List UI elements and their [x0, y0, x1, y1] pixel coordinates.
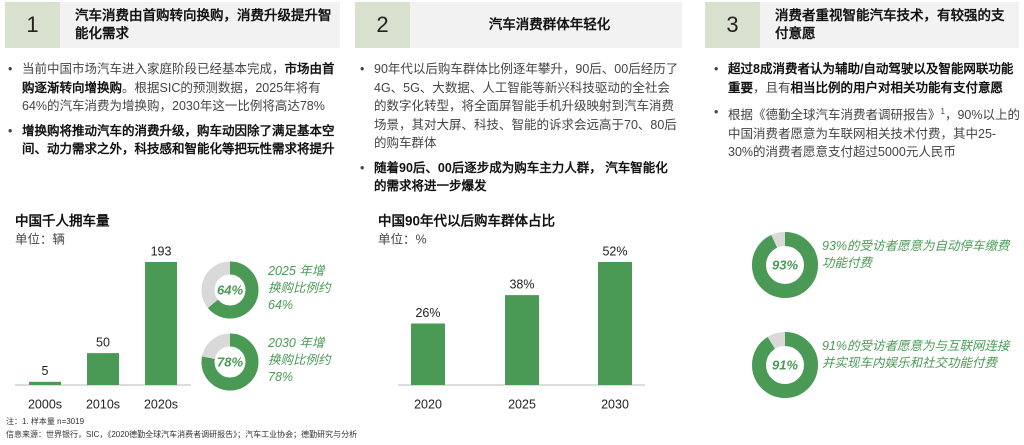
bar: [411, 323, 445, 385]
value-label: 38%: [509, 277, 534, 291]
column-number: 2: [355, 2, 410, 48]
bullet-text: ，90%以上的中国消费者愿意为车联网相关技术付费，其中25-30%的消费者愿意支…: [728, 108, 1020, 160]
bullet-text: 超过8成消费者认为辅助/自动驾驶以及智能网联功能重要: [728, 62, 1014, 95]
bullet-text: ，且有: [753, 80, 791, 95]
bullet-text: 。根据SIC的预测数据，2025年将有 64%的汽车消费为增换购，2030年这一…: [22, 80, 325, 114]
bar: [145, 262, 177, 385]
bullet-item: 当前中国市场汽车进入家庭阶段已经基本完成，市场由首购逐渐转向增换购。根据SIC的…: [6, 60, 336, 116]
bullet-list: 90年代以后购车群体比例逐年攀升，90后、00后经历了4G、5G、大数据、人工智…: [358, 60, 680, 202]
bullet-text: 1: [940, 107, 945, 116]
footnote: 注：1. 样本量 n=3019: [6, 417, 85, 426]
donut-caption: 91%的受访者愿意为与互联网连接并实现车内娱乐和社交功能付费: [822, 339, 1010, 370]
bullet-list: 当前中国市场汽车进入家庭阶段已经基本完成，市场由首购逐渐转向增换购。根据SIC的…: [6, 60, 336, 165]
x-tick-label: 2020: [414, 397, 442, 411]
bullet-item: 根据《德勤全球汽车消费者调研报告》1，90%以上的中国消费者愿意为车联网相关技术…: [712, 103, 1020, 162]
donut-arc: [201, 333, 259, 391]
value-label: 50: [96, 335, 110, 349]
bullet-text: 当前中国市场汽车进入家庭阶段已经基本完成，: [22, 62, 285, 76]
column-heading: 汽车消费群体年轻化: [488, 17, 611, 32]
x-tick-label: 2010s: [86, 397, 120, 411]
donut-arc: [752, 332, 818, 398]
column-number: 3: [705, 2, 760, 48]
donut-label: 78%: [217, 354, 243, 369]
source: 信息来源：世界银行，SIC，《2020德勤全球汽车消费者调研报告》；汽车工业协会…: [6, 430, 358, 439]
value-label: 193: [151, 244, 172, 258]
column-header: 3 消费者重视智能汽车技术，有较强的支付意愿: [705, 2, 1019, 48]
chart-title: 中国千人拥车量: [15, 213, 110, 229]
value-label: 5: [42, 364, 49, 378]
bullet-text: 根据《德勤全球汽车消费者调研报告》: [728, 108, 941, 123]
donut-label: 93%: [772, 257, 798, 272]
value-label: 26%: [415, 306, 440, 320]
bar: [505, 295, 539, 385]
chart-unit: 单位：%: [378, 231, 427, 246]
donut-caption: 2030 年增换购比例约78%: [268, 336, 331, 384]
bullet-text: 增换购将推动汽车的消费升级，购车动因除了满足基本空间、动力需求之外，科技感和智能…: [22, 123, 335, 157]
bar: [87, 353, 119, 385]
donut-arc: [201, 261, 259, 319]
x-tick-label: 2000s: [28, 397, 62, 411]
chart-title: 中国90年代以后购车群体占比: [378, 213, 555, 229]
donut-caption: 2025 年增换购比例约64%: [268, 264, 331, 312]
bullet-item: 增换购将推动汽车的消费升级，购车动因除了满足基本空间、动力需求之外，科技感和智能…: [6, 122, 336, 159]
bullet-text: 相当比例的用户对相关功能有支付意愿: [790, 80, 1004, 95]
x-tick-label: 2020s: [144, 397, 178, 411]
bullet-list: 超过8成消费者认为辅助/自动驾驶以及智能网联功能重要，且有相当比例的用户对相关功…: [712, 60, 1020, 168]
donut-arc: [752, 232, 818, 298]
donut-label: 64%: [217, 282, 243, 297]
chart-unit: 单位：辆: [15, 231, 65, 246]
column-header: 2 汽车消费群体年轻化: [355, 2, 682, 48]
donut-caption: 93%的受访者愿意为自动停车缴费功能付费: [822, 239, 1010, 270]
column-heading: 消费者重视智能汽车技术，有较强的支付意愿: [775, 8, 1005, 41]
x-tick-label: 2030: [601, 397, 629, 411]
column-heading: 汽车消费由首购转向换购，消费升级提升智能化需求: [75, 8, 332, 41]
bullet-item: 90年代以后购车群体比例逐年攀升，90后、00后经历了4G、5G、大数据、人工智…: [358, 60, 680, 153]
x-tick-label: 2025: [508, 397, 536, 411]
bullet-item: 随着90后、00后逐步成为购车主力人群， 汽车智能化的需求将进一步爆发: [358, 159, 680, 196]
column-number: 1: [5, 2, 60, 48]
bar: [598, 262, 632, 385]
bullet-text: 市场由首购逐渐转向增换购: [22, 62, 335, 95]
value-label: 52%: [602, 244, 627, 258]
donut-label: 91%: [772, 357, 798, 372]
bullet-item: 超过8成消费者认为辅助/自动驾驶以及智能网联功能重要，且有相当比例的用户对相关功…: [712, 60, 1020, 97]
column-header: 1 汽车消费由首购转向换购，消费升级提升智能化需求: [5, 2, 340, 48]
bullet-text: 90年代以后购车群体比例逐年攀升，90后、00后经历了4G、5G、大数据、人工智…: [374, 62, 679, 150]
bar: [29, 381, 61, 385]
bullet-text: 随着90后、00后逐步成为购车主力人群， 汽车智能化的需求将进一步爆发: [374, 160, 668, 194]
